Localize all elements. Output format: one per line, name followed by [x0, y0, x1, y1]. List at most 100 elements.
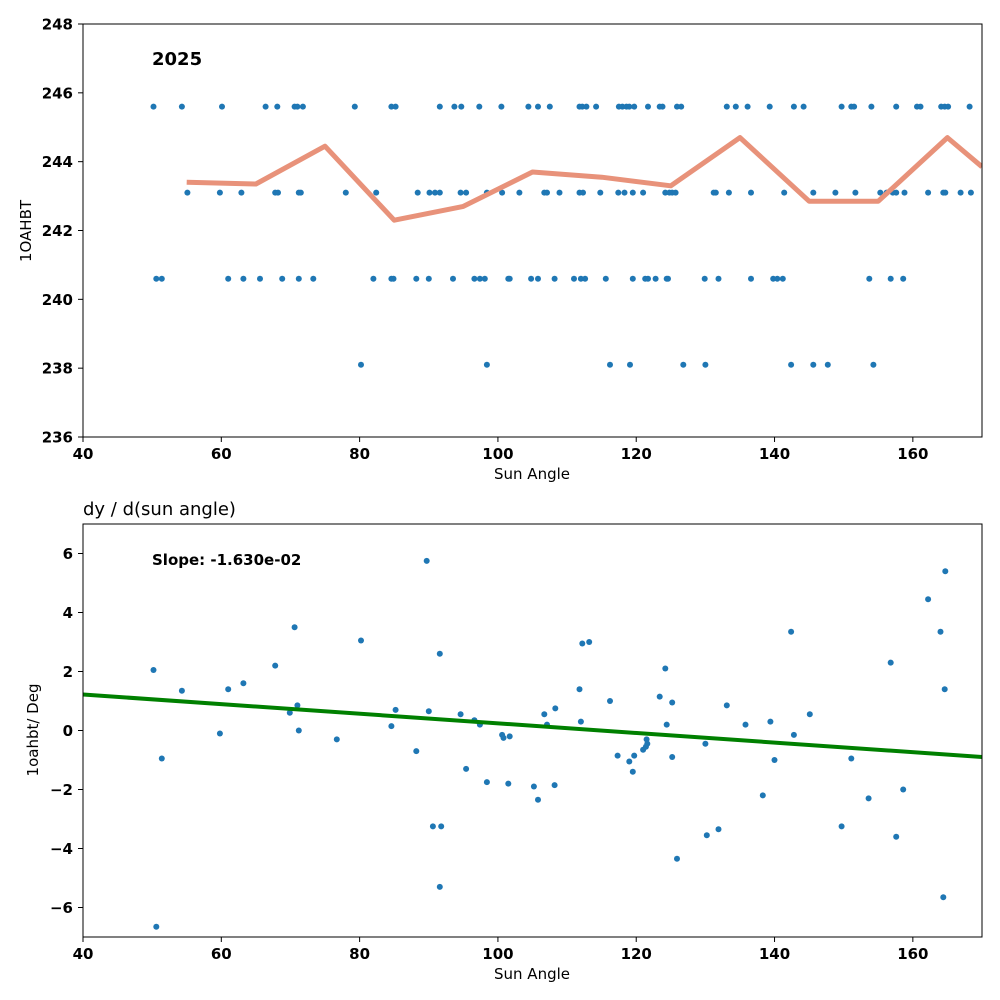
bottom-panel-data-point — [530, 783, 537, 790]
bottom-panel-data-point — [425, 708, 432, 715]
top-panel-data-point — [602, 275, 609, 282]
bottom-panel-data-point — [767, 718, 774, 725]
top-panel-data-point — [577, 275, 584, 282]
bottom-panel-data-point — [643, 736, 650, 743]
top-panel-data-point — [240, 275, 247, 282]
top-panel-y-tick-label: 236 — [42, 429, 73, 447]
top-panel-y-tick-label: 244 — [42, 153, 73, 171]
top-panel-x-tick-label: 140 — [759, 445, 790, 463]
bottom-panel-ticks: 40 60 80 100 120 140 160 −6 −4 −2 0 2 4 6 — [50, 545, 929, 963]
top-panel-data-point — [942, 189, 949, 196]
bottom-panel-data-point — [576, 686, 583, 693]
top-panel-data-point — [535, 103, 541, 110]
top-panel-data-point — [645, 103, 651, 110]
bottom-panel-x-tick-label: 160 — [897, 945, 928, 963]
bottom-panel-data-point — [715, 826, 722, 833]
top-panel-data-point — [150, 103, 157, 110]
bottom-panel-data-point — [893, 833, 900, 840]
bottom-panel-data-point — [535, 796, 541, 803]
top-panel-data-point — [388, 103, 395, 110]
top-panel-data-point — [274, 103, 281, 110]
bottom-panel-data-point — [586, 639, 593, 645]
top-panel-data-point — [966, 103, 973, 110]
top-panel-data-point — [851, 103, 858, 110]
bottom-panel-y-tick-label: −6 — [50, 899, 73, 917]
top-panel-data-point — [184, 189, 191, 196]
top-panel-data-point — [498, 103, 505, 110]
top-panel-data-point — [957, 189, 964, 196]
bottom-panel-data-point — [937, 628, 944, 635]
top-panel-data-point — [800, 103, 807, 110]
top-panel-data-point — [153, 275, 160, 282]
bottom-panel-data-point — [771, 757, 778, 763]
top-panel-data-point — [299, 103, 306, 110]
top-panel-data-point — [702, 361, 709, 368]
top-panel-data-point — [370, 275, 377, 282]
bottom-panel-data-point — [272, 662, 279, 669]
top-panel-data-point — [481, 275, 488, 282]
top-panel-data-point — [219, 103, 225, 110]
bottom-panel-data-point — [579, 640, 586, 647]
top-panel-data-point — [544, 189, 550, 196]
bottom-panel-data-point — [788, 628, 795, 635]
bottom-panel-data-point — [500, 734, 507, 741]
top-panel-data-point — [723, 103, 730, 110]
top-panel-data-point — [390, 275, 397, 282]
top-panel-data-point — [893, 189, 900, 196]
bottom-panel-title: dy / d(sun angle) — [83, 499, 236, 520]
bottom-panel-x-tick-label: 60 — [211, 945, 232, 963]
top-panel-data-point — [458, 103, 465, 110]
bottom-panel-y-tick-label: −2 — [50, 781, 73, 799]
top-panel-data-point — [838, 103, 845, 110]
bottom-panel-data-point — [626, 758, 633, 765]
top-panel-x-tick-label: 120 — [621, 445, 652, 463]
bottom-panel-data-point — [423, 557, 430, 564]
top-panel-data-point — [413, 275, 420, 282]
bottom-panel-data-point — [663, 721, 670, 728]
top-panel-data-point — [450, 275, 456, 282]
top-panel-data-point — [580, 189, 586, 196]
bottom-panel-data-point — [457, 711, 464, 718]
bottom-panel-y-tick-label: 2 — [63, 663, 73, 681]
top-panel-data-point — [476, 103, 483, 110]
top-panel-data-point — [852, 189, 859, 196]
top-panel-data-point — [779, 275, 786, 282]
top-panel-data-point — [901, 189, 908, 196]
top-panel-data-point — [607, 361, 613, 368]
top-panel-data-point — [238, 189, 245, 196]
bottom-panel-data-point — [887, 659, 894, 666]
top-panel-data-point — [294, 103, 301, 110]
bottom-panel-data-point — [295, 727, 302, 734]
top-panel-data-point — [621, 189, 628, 196]
top-panel-data-point — [748, 189, 754, 196]
bottom-panel-y-tick-label: 6 — [63, 545, 73, 563]
top-panel-data-point — [593, 103, 600, 110]
bottom-panel-data-point — [614, 752, 621, 759]
top-panel-data-point — [425, 275, 432, 282]
top-panel-data-point — [868, 103, 875, 110]
top-panel-smoothed-line — [186, 135, 982, 223]
top-panel-data-point — [310, 275, 317, 282]
top-panel-data-point — [680, 361, 687, 368]
bottom-panel-x-tick-label: 80 — [349, 945, 370, 963]
top-panel-data-point — [640, 189, 647, 196]
bottom-panel-data-point — [838, 823, 845, 830]
top-panel-data-point — [158, 275, 165, 282]
bottom-panel-data-point — [333, 736, 340, 743]
top-panel-data-point — [499, 189, 506, 196]
bottom-panel-x-tick-label: 40 — [73, 945, 94, 963]
top-panel-data-point — [556, 189, 563, 196]
top-panel-data-point — [627, 361, 633, 368]
top-panel-data-point — [945, 103, 952, 110]
top-panel-data-point — [583, 103, 590, 110]
bottom-panel-data-point — [413, 748, 420, 755]
top-panel-data-point — [672, 189, 679, 196]
top-panel-data-point — [810, 189, 817, 196]
top-panel-data-point — [774, 275, 781, 282]
bottom-panel-data-point — [291, 624, 298, 631]
bottom-panel-data-point — [790, 731, 797, 738]
top-panel-data-point — [392, 103, 399, 110]
bottom-panel-data-point — [702, 740, 709, 747]
top-panel-ticks: 40 60 80 100 120 140 160 236 238 240 242 244 246 248 — [42, 16, 929, 464]
top-panel-data-point — [275, 189, 281, 196]
